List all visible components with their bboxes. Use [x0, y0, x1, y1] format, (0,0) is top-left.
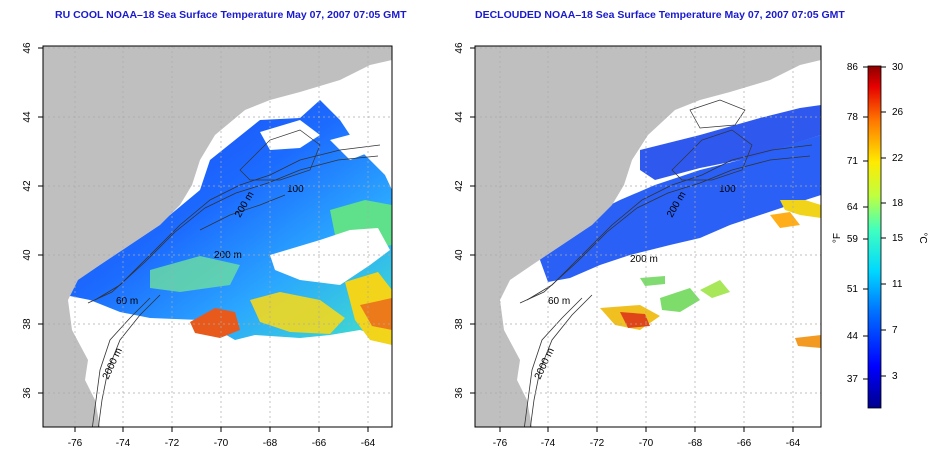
left-map-panel: 100 200 m 60 m 2000 m 200 m: [43, 46, 392, 427]
y-tick-label: 44: [22, 111, 33, 123]
x-tick-label: -74: [541, 438, 556, 449]
y-tick-label: 42: [454, 180, 465, 192]
x-tick-label: -64: [361, 438, 376, 449]
fahrenheit-tick: 78: [847, 112, 859, 123]
y-tick-label: 36: [454, 387, 465, 399]
x-tick-label: -76: [493, 438, 508, 449]
colorbar-ticks: [863, 66, 886, 380]
x-tick-label: -66: [737, 438, 752, 449]
land-left: [43, 46, 392, 427]
x-tick-label: -70: [214, 438, 229, 449]
right-axis-ticks: [470, 47, 794, 432]
land-right: [475, 46, 821, 427]
x-tick-label: -68: [263, 438, 278, 449]
celsius-tick: 7: [892, 325, 898, 336]
celsius-tick: 22: [892, 153, 904, 164]
colorbar: [867, 65, 882, 409]
y-tick-label: 40: [454, 249, 465, 261]
celsius-tick: 3: [892, 371, 898, 382]
y-tick-label: 44: [454, 111, 465, 123]
right-map-title: DECLOUDED NOAA–18 Sea Surface Temperatur…: [475, 9, 845, 21]
fahrenheit-tick: 37: [847, 374, 859, 385]
x-tick-label: -72: [165, 438, 180, 449]
x-tick-label: -70: [639, 438, 654, 449]
x-tick-label: -64: [786, 438, 801, 449]
left-map-frame: [42, 45, 393, 428]
grid-right: [475, 46, 821, 427]
y-tick-label: 46: [22, 42, 33, 54]
contour-label: 60 m: [116, 296, 138, 307]
y-tick-label: 42: [22, 180, 33, 192]
x-tick-label: -66: [312, 438, 327, 449]
fahrenheit-unit-label: °F: [832, 233, 843, 243]
celsius-tick: 15: [892, 233, 904, 244]
contour-label: 60 m: [548, 296, 570, 307]
y-tick-label: 38: [454, 318, 465, 330]
fahrenheit-tick: 51: [847, 284, 859, 295]
grid-left: [43, 46, 392, 427]
celsius-unit-label: °C: [917, 232, 928, 243]
x-tick-label: -74: [116, 438, 131, 449]
right-map-frame: [474, 45, 822, 428]
contour-label: 100: [287, 184, 304, 195]
celsius-tick: 26: [892, 107, 904, 118]
x-tick-label: -72: [590, 438, 605, 449]
y-tick-label: 38: [22, 318, 33, 330]
left-axis-ticks: [38, 47, 369, 432]
x-tick-label: -68: [688, 438, 703, 449]
celsius-tick: 18: [892, 198, 904, 209]
fahrenheit-tick: 44: [847, 331, 859, 342]
contour-label: 200 m: [214, 250, 242, 261]
fahrenheit-tick: 71: [847, 156, 859, 167]
y-tick-label: 40: [22, 249, 33, 261]
fahrenheit-tick: 64: [847, 202, 859, 213]
fahrenheit-tick: 59: [847, 234, 859, 245]
left-map-title: RU COOL NOAA–18 Sea Surface Temperature …: [55, 9, 407, 21]
y-tick-label: 36: [22, 387, 33, 399]
celsius-tick: 30: [892, 62, 904, 73]
celsius-tick: 11: [892, 279, 903, 290]
fahrenheit-tick: 86: [847, 62, 859, 73]
contour-label: 200 m: [630, 254, 658, 265]
y-tick-label: 46: [454, 42, 465, 54]
contour-label: 100: [719, 184, 736, 195]
x-tick-label: -76: [68, 438, 83, 449]
right-map-panel: 100 200 m 60 m 2000 m 200 m: [475, 46, 821, 427]
sst-field-right: [540, 135, 821, 282]
